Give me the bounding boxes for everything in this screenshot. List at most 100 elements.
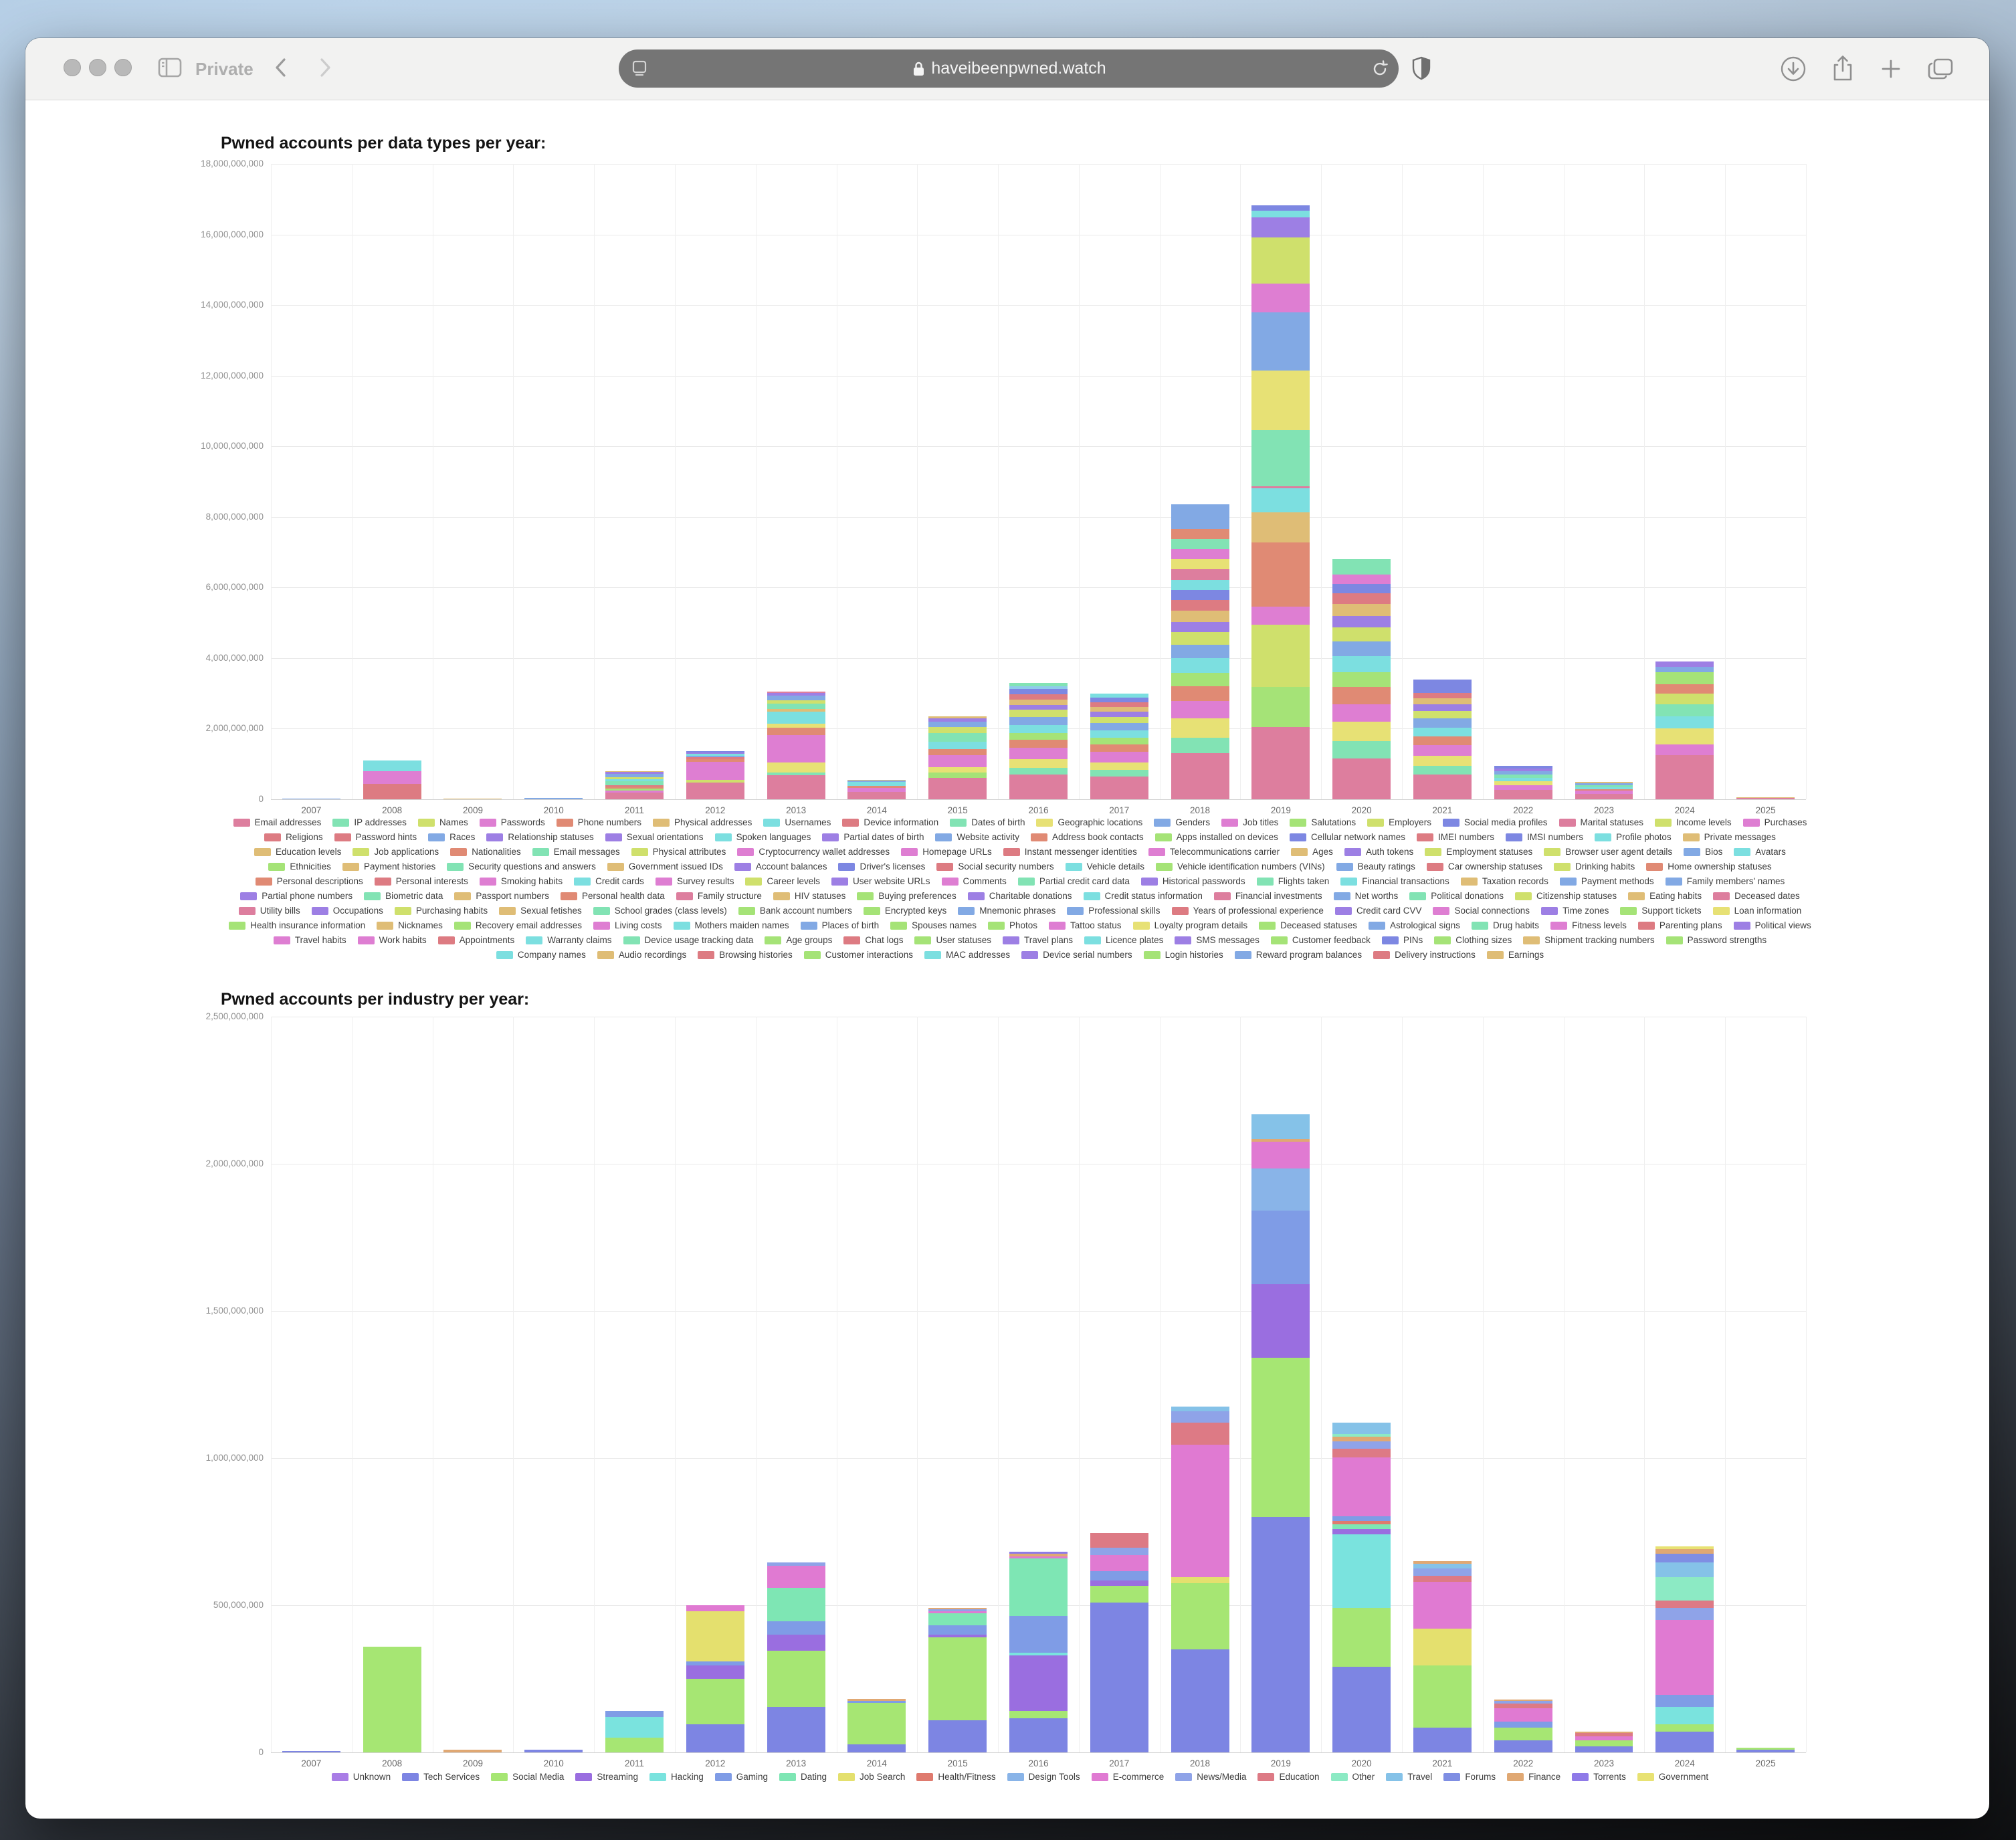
bar-segment[interactable] [1655, 1608, 1714, 1620]
legend-item[interactable]: Password hints [334, 831, 417, 843]
legend-item[interactable]: Dating [779, 1770, 827, 1783]
bar-segment[interactable] [1171, 718, 1229, 738]
bar-segment[interactable] [1090, 723, 1148, 731]
bar-segment[interactable] [1171, 737, 1229, 754]
legend-item[interactable]: Family structure [676, 890, 762, 902]
legend-item[interactable]: Partial credit card data [1017, 875, 1130, 888]
bar-segment[interactable] [1332, 559, 1391, 575]
legend-item[interactable]: Warranty claims [526, 934, 612, 946]
bar-segment[interactable] [1332, 1534, 1391, 1609]
bar-segment[interactable] [1251, 370, 1310, 431]
legend-item[interactable]: IMEI numbers [1417, 831, 1494, 843]
legend-item[interactable]: Social connections [1433, 904, 1530, 917]
legend-item[interactable]: Physical addresses [653, 816, 752, 829]
bar-segment[interactable] [1171, 1583, 1229, 1649]
bar-segment[interactable] [605, 781, 664, 786]
legend-item[interactable]: Homepage URLs [901, 845, 992, 858]
bar-segment[interactable] [1090, 738, 1148, 744]
bar-segment[interactable] [605, 777, 664, 779]
bar-segment[interactable] [1494, 1699, 1552, 1701]
bar-segment[interactable] [1009, 1711, 1068, 1719]
bar-segment[interactable] [1090, 1548, 1148, 1556]
legend-item[interactable]: Dates of birth [950, 816, 1025, 829]
legend-item[interactable]: Partial dates of birth [822, 831, 924, 843]
bar-segment[interactable] [767, 762, 825, 773]
bar-segment[interactable] [1251, 1142, 1310, 1168]
bar-segment[interactable] [1090, 751, 1148, 762]
new-tab-button[interactable] [1878, 56, 1904, 82]
bar-segment[interactable] [1251, 726, 1310, 799]
legend-item[interactable]: Photos [987, 919, 1037, 932]
bar-segment[interactable] [1575, 791, 1633, 794]
bar-segment[interactable] [1171, 504, 1229, 530]
bar-segment[interactable] [1413, 679, 1472, 693]
bar-segment[interactable] [1090, 698, 1148, 702]
legend-item[interactable]: Address book contacts [1031, 831, 1144, 843]
bar-segment[interactable] [686, 1661, 744, 1666]
bar-segment[interactable] [1413, 765, 1472, 775]
bar-segment[interactable] [767, 1651, 825, 1707]
bar-segment[interactable] [1090, 712, 1148, 717]
legend-item[interactable]: Passwords [479, 816, 545, 829]
legend-item[interactable]: Browsing histories [698, 948, 793, 961]
bar-segment[interactable] [767, 708, 825, 712]
bar-segment[interactable] [1251, 1284, 1310, 1358]
bar-segment[interactable] [928, 727, 987, 733]
legend-item[interactable]: Sexual orientations [605, 831, 704, 843]
bar-segment[interactable] [928, 732, 987, 742]
bar-segment[interactable] [1090, 776, 1148, 799]
bar-segment[interactable] [1413, 756, 1472, 766]
legend-item[interactable]: Social media profiles [1442, 816, 1548, 829]
bar-segment[interactable] [1494, 775, 1552, 778]
legend-item[interactable]: Living costs [593, 919, 662, 932]
legend-item[interactable]: Private messages [1682, 831, 1776, 843]
legend-item[interactable]: Historical passwords [1140, 875, 1245, 888]
bar-segment[interactable] [767, 727, 825, 735]
legend-item[interactable]: Age groups [765, 934, 832, 946]
legend-item[interactable]: IMSI numbers [1506, 831, 1583, 843]
legend-item[interactable]: Auth tokens [1344, 845, 1413, 858]
bar-segment[interactable] [1332, 575, 1391, 584]
legend-item[interactable]: Mothers maiden names [673, 919, 789, 932]
bar-segment[interactable] [605, 788, 664, 791]
bar-segment[interactable] [1494, 777, 1552, 782]
bar-segment[interactable] [1009, 1554, 1068, 1556]
bar-segment[interactable] [1090, 762, 1148, 771]
bar-segment[interactable] [928, 1611, 987, 1614]
bar-segment[interactable] [1090, 730, 1148, 738]
bar-segment[interactable] [1736, 1749, 1795, 1752]
legend-item[interactable]: Names [417, 816, 468, 829]
bar-segment[interactable] [605, 787, 664, 789]
bar-segment[interactable] [1655, 716, 1714, 729]
legend-item[interactable]: MAC addresses [924, 948, 1010, 961]
bar-segment[interactable] [1332, 704, 1391, 722]
bar-segment[interactable] [1332, 1457, 1391, 1517]
bar-segment[interactable] [767, 1635, 825, 1651]
bar-segment[interactable] [605, 1711, 664, 1718]
bar-segment[interactable] [928, 1625, 987, 1635]
bar-segment[interactable] [1494, 769, 1552, 772]
downloads-button[interactable] [1779, 55, 1807, 83]
legend-item[interactable]: Fitness levels [1550, 919, 1627, 932]
bar-segment[interactable] [605, 1717, 664, 1738]
bar-segment[interactable] [1494, 1740, 1552, 1752]
legend-item[interactable]: Device serial numbers [1021, 948, 1132, 961]
bar-segment[interactable] [1251, 686, 1310, 727]
bar-segment[interactable] [1655, 1546, 1714, 1550]
bar-segment[interactable] [928, 1609, 987, 1611]
legend-item[interactable]: Credit card CVV [1334, 904, 1421, 917]
bar-segment[interactable] [847, 786, 906, 788]
legend-item[interactable]: Places of birth [800, 919, 879, 932]
zoom-button[interactable] [114, 59, 132, 76]
legend-item[interactable]: Instant messenger identities [1003, 845, 1137, 858]
bar-segment[interactable] [1009, 739, 1068, 748]
bar-segment[interactable] [1009, 689, 1068, 694]
legend-item[interactable]: School grades (class levels) [593, 904, 727, 917]
legend-item[interactable]: Physical attributes [631, 845, 726, 858]
legend-item[interactable]: Flights taken [1256, 875, 1329, 888]
bar-segment[interactable] [1171, 580, 1229, 591]
bar-segment[interactable] [1009, 1653, 1068, 1655]
legend-item[interactable]: Loan information [1712, 904, 1801, 917]
bar-segment[interactable] [443, 1750, 502, 1752]
legend-item[interactable]: Design Tools [1007, 1770, 1080, 1783]
